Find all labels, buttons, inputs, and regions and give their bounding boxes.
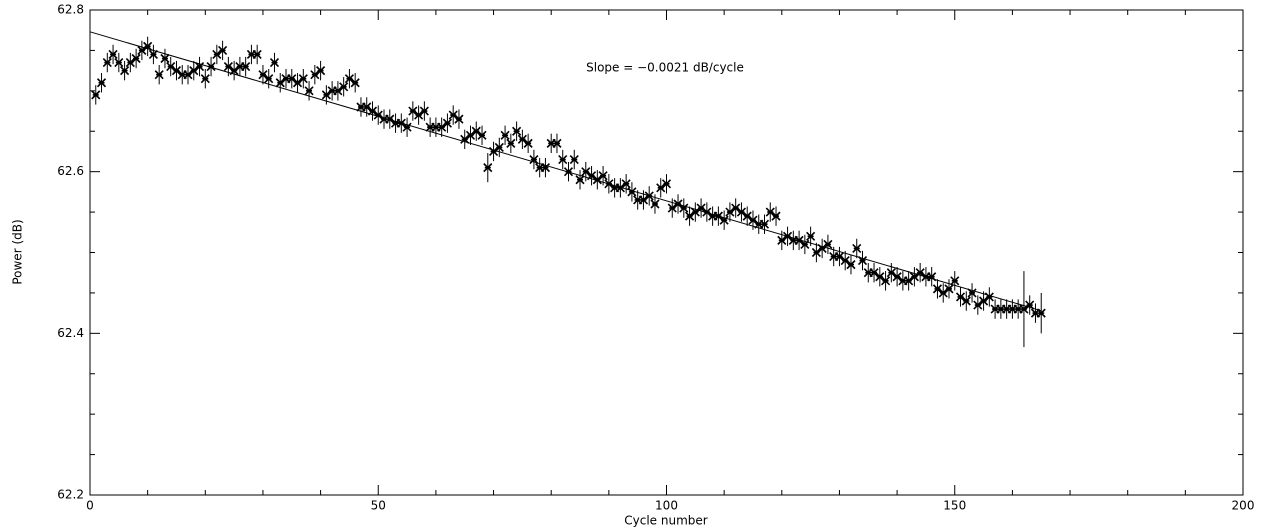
point — [96, 78, 107, 88]
point — [114, 57, 124, 68]
y-tick-label: 62.4 — [57, 326, 84, 340]
point — [575, 175, 585, 185]
point — [558, 154, 568, 165]
point — [477, 130, 487, 140]
y-tick-label: 62.8 — [57, 3, 84, 17]
point — [252, 49, 262, 60]
point — [967, 288, 977, 298]
point — [1025, 300, 1035, 310]
y-axis-label: Power (dB) — [11, 219, 25, 284]
point — [984, 292, 994, 302]
point — [961, 296, 971, 306]
point — [264, 74, 274, 84]
point — [241, 62, 251, 72]
point — [552, 138, 562, 148]
point — [846, 260, 856, 270]
point — [944, 284, 954, 294]
point — [454, 114, 464, 124]
point — [950, 276, 960, 286]
point — [91, 90, 101, 100]
x-tick-label: 150 — [943, 499, 966, 513]
point — [154, 70, 164, 80]
point — [719, 215, 729, 225]
point — [650, 199, 660, 209]
point — [143, 41, 153, 51]
point — [800, 239, 810, 249]
x-tick-label: 50 — [371, 499, 386, 513]
point — [442, 118, 452, 128]
point — [806, 231, 816, 241]
point — [269, 57, 280, 68]
point — [529, 154, 539, 165]
point — [206, 62, 216, 72]
point — [644, 191, 654, 201]
x-tick-label: 100 — [655, 499, 678, 513]
point — [316, 66, 326, 76]
point — [483, 163, 493, 173]
point — [563, 167, 574, 177]
point — [598, 171, 608, 181]
point — [500, 130, 510, 140]
point — [160, 53, 170, 64]
point — [218, 45, 228, 55]
point — [679, 203, 689, 213]
y-tick-label: 62.2 — [57, 488, 84, 502]
point — [852, 243, 862, 254]
point — [102, 57, 112, 68]
point — [339, 82, 349, 92]
point — [494, 142, 504, 152]
point — [108, 49, 118, 60]
point — [823, 239, 833, 249]
point — [627, 187, 637, 197]
point — [771, 211, 781, 221]
point — [759, 219, 770, 229]
point — [194, 62, 205, 72]
x-tick-label: 0 — [86, 499, 94, 513]
point — [661, 179, 672, 189]
point — [148, 49, 158, 60]
point — [419, 106, 429, 116]
point — [200, 74, 210, 84]
point — [881, 276, 891, 286]
point — [621, 179, 631, 189]
point — [350, 78, 360, 88]
point — [402, 122, 412, 132]
point — [927, 272, 937, 282]
x-axis-label: Cycle number — [624, 514, 708, 528]
point — [304, 86, 314, 96]
point — [540, 163, 551, 173]
point — [857, 256, 868, 266]
point — [298, 74, 308, 84]
point — [569, 154, 579, 165]
point — [1036, 308, 1046, 318]
annotation: Slope = −0.0021 dB/cycle — [586, 61, 744, 75]
point — [512, 126, 522, 136]
point — [120, 66, 130, 76]
y-tick-label: 62.6 — [57, 164, 84, 178]
point — [131, 53, 141, 64]
point — [506, 138, 516, 148]
x-tick-label: 200 — [1232, 499, 1255, 513]
point — [523, 138, 533, 148]
